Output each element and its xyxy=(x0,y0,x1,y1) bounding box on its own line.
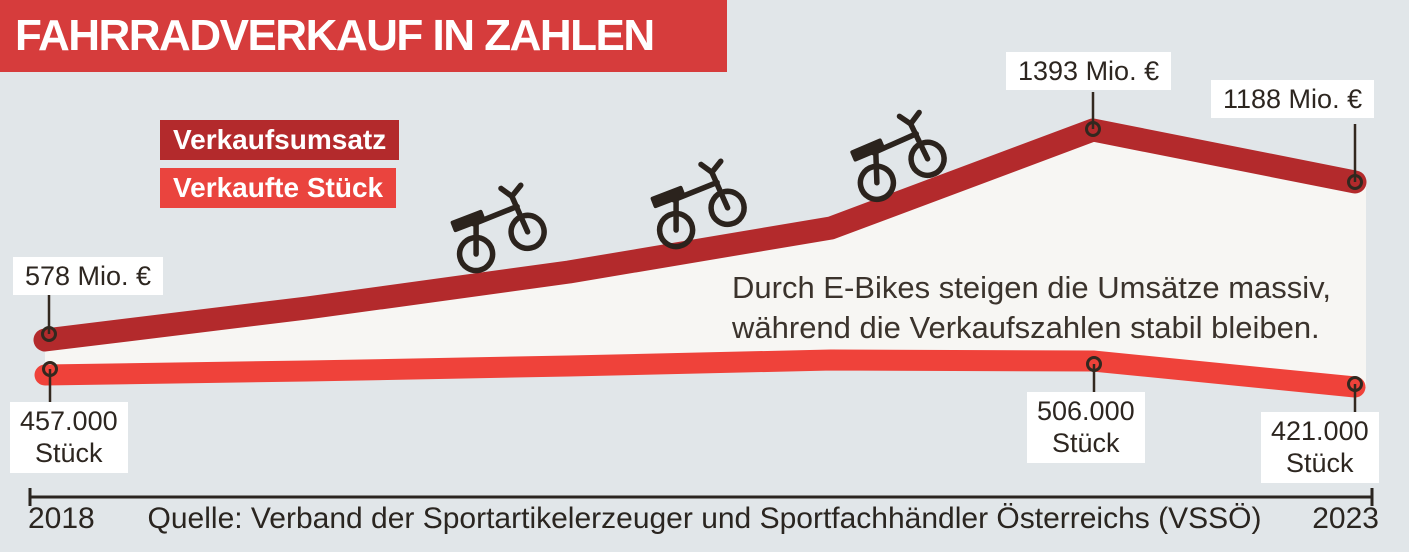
axis-year-start: 2018 xyxy=(28,502,95,535)
label-stueck-2018-value: 457.000 xyxy=(20,406,118,436)
label-umsatz-2022: 1393 Mio. € xyxy=(1006,52,1172,91)
legend-umsatz: Verkaufsumsatz xyxy=(160,120,400,160)
data-point-marker xyxy=(41,326,57,342)
label-stueck-2023-value: 421.000 xyxy=(1271,416,1369,446)
stueck-line xyxy=(34,349,1366,398)
umsatz-line xyxy=(33,118,1367,352)
legend-stueck: Verkaufte Stück xyxy=(160,168,397,208)
source-credit: Quelle: Verband der Sportartikelerzeuger… xyxy=(147,502,1262,535)
bicycle-icon xyxy=(446,181,550,274)
annotation-text: Durch E-Bikes steigen die Umsätze massiv… xyxy=(732,270,1331,345)
x-axis xyxy=(28,488,1374,506)
label-stueck-2018-unit: Stück xyxy=(35,438,103,469)
label-stueck-2018: 457.000 Stück xyxy=(10,402,128,473)
data-point-marker xyxy=(1347,174,1363,190)
data-point-marker xyxy=(1085,121,1101,137)
axis-year-end: 2023 xyxy=(1312,502,1379,535)
label-stueck-2022-unit: Stück xyxy=(1052,428,1120,459)
label-umsatz-2018: 578 Mio. € xyxy=(13,257,164,296)
data-point-markers xyxy=(41,121,1363,392)
label-stueck-2023: 421.000 Stück xyxy=(1261,412,1379,483)
title-banner: FAHRRADVERKAUF IN ZAHLEN xyxy=(0,0,727,72)
label-stueck-2023-unit: Stück xyxy=(1286,448,1354,479)
data-point-marker xyxy=(1347,376,1363,392)
page-title: FAHRRADVERKAUF IN ZAHLEN xyxy=(15,11,655,60)
label-umsatz-2023: 1188 Mio. € xyxy=(1211,80,1375,119)
label-stueck-2022-value: 506.000 xyxy=(1037,396,1135,426)
label-stueck-2022: 506.000 Stück xyxy=(1027,392,1145,463)
data-point-marker xyxy=(1086,356,1102,372)
data-point-marker xyxy=(42,361,58,377)
